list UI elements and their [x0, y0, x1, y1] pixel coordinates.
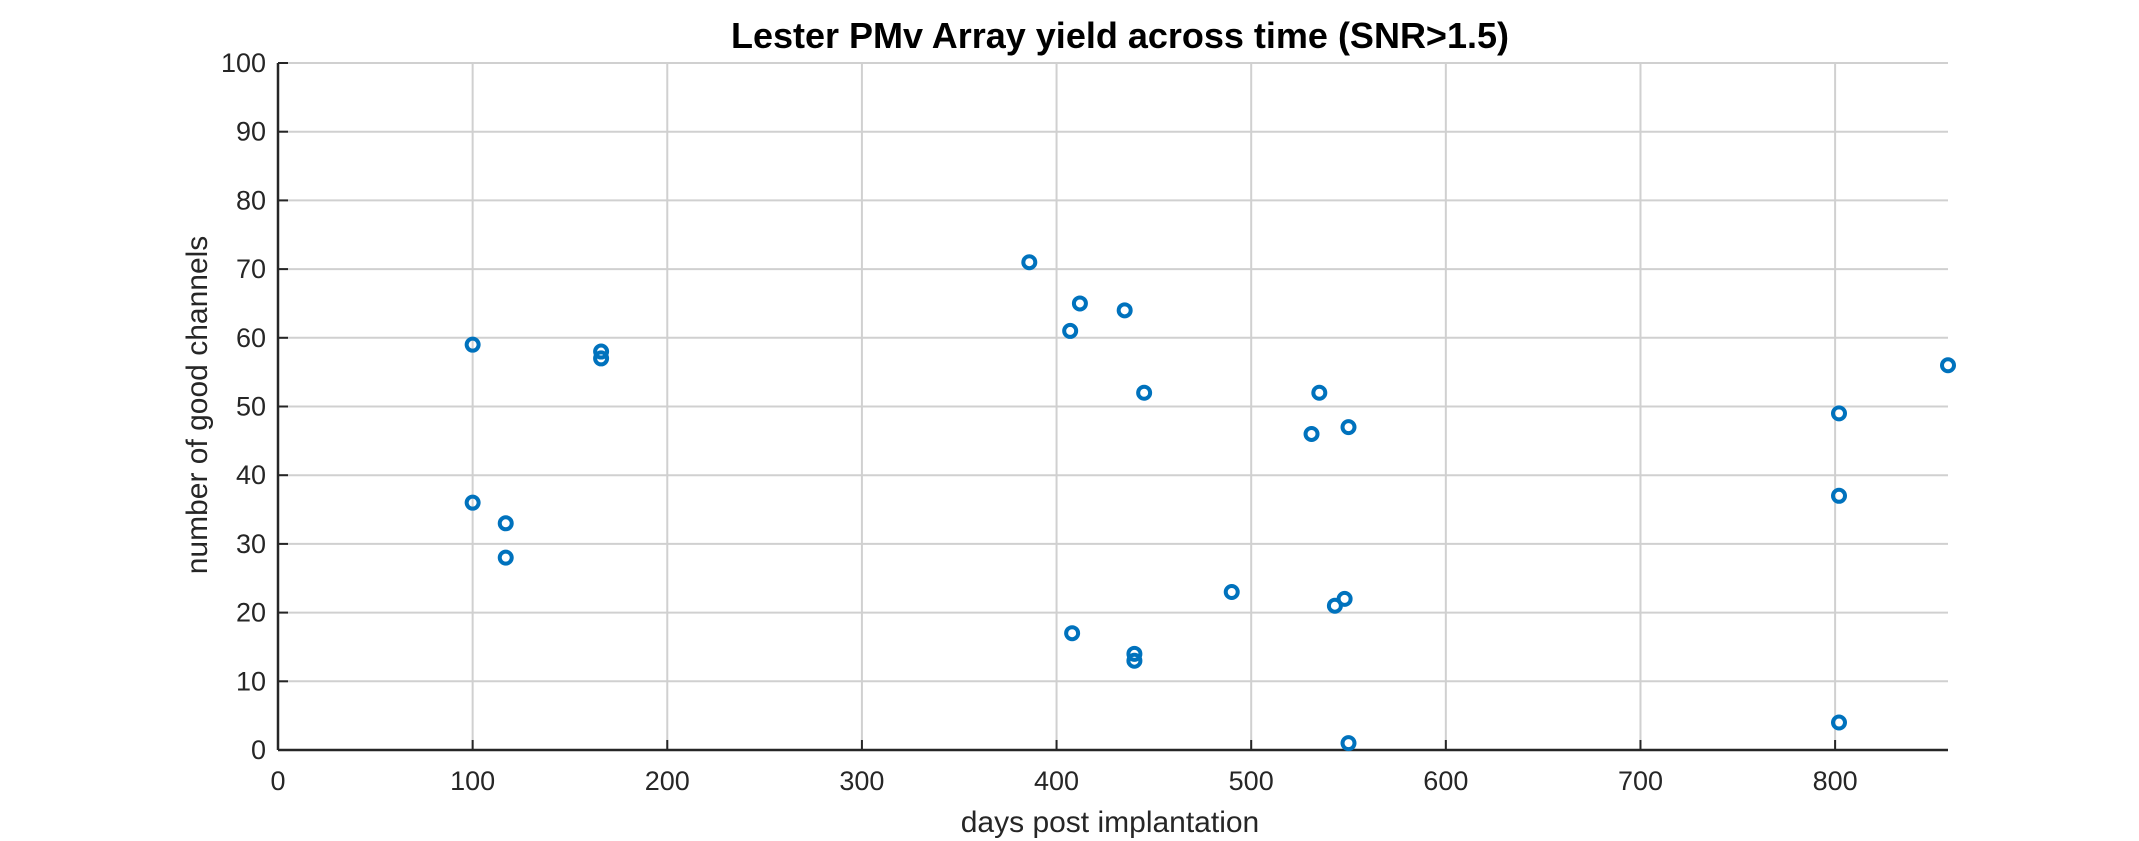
data-point — [1340, 419, 1357, 436]
data-point — [593, 350, 610, 367]
data-point — [1062, 322, 1079, 339]
x-tick-label: 400 — [1034, 766, 1079, 796]
x-tick-label: 500 — [1229, 766, 1274, 796]
data-point — [1064, 625, 1081, 642]
data-point — [1071, 295, 1088, 312]
x-tick-label: 700 — [1618, 766, 1663, 796]
x-tick-label: 200 — [645, 766, 690, 796]
data-point — [1126, 645, 1143, 662]
y-tick-label: 60 — [236, 323, 266, 353]
y-tick-label: 20 — [236, 598, 266, 628]
y-tick-label: 30 — [236, 529, 266, 559]
data-point — [1021, 254, 1038, 271]
data-points — [464, 254, 1956, 752]
chart-title: Lester PMv Array yield across time (SNR>… — [731, 15, 1509, 56]
data-point — [1831, 714, 1848, 731]
data-point — [1126, 652, 1143, 669]
y-tick-label: 80 — [236, 185, 266, 215]
y-tick-label: 40 — [236, 460, 266, 490]
y-axis-label: number of good channels — [181, 236, 214, 575]
data-point — [1136, 384, 1153, 401]
x-tick-label: 600 — [1423, 766, 1468, 796]
x-axis-label: days post implantation — [961, 806, 1260, 839]
data-point — [497, 515, 514, 532]
y-tick-label: 100 — [221, 48, 266, 78]
data-point — [593, 343, 610, 360]
x-tick-label: 300 — [839, 766, 884, 796]
data-point — [464, 336, 481, 353]
data-point — [1831, 405, 1848, 422]
data-point — [1223, 583, 1240, 600]
data-point — [1303, 425, 1320, 442]
data-point — [1831, 487, 1848, 504]
y-tick-label: 50 — [236, 392, 266, 422]
y-tick-label: 0 — [251, 735, 266, 765]
data-point — [464, 494, 481, 511]
y-tick-label: 70 — [236, 254, 266, 284]
data-point — [1340, 735, 1357, 752]
data-point — [497, 549, 514, 566]
data-point — [1336, 590, 1353, 607]
x-tick-label: 100 — [450, 766, 495, 796]
x-tick-label: 800 — [1813, 766, 1858, 796]
data-point — [1116, 302, 1133, 319]
tick-labels: 0 100 200 300 400 500 600 700 800 0 10 20 30 40 50 60 70… — [221, 48, 1858, 796]
y-tick-label: 10 — [236, 666, 266, 696]
x-tick-label: 0 — [270, 766, 285, 796]
grid — [278, 62, 1948, 750]
data-point — [1940, 357, 1956, 374]
data-point — [1311, 384, 1328, 401]
axes — [276, 62, 1948, 752]
y-tick-label: 90 — [236, 117, 266, 147]
